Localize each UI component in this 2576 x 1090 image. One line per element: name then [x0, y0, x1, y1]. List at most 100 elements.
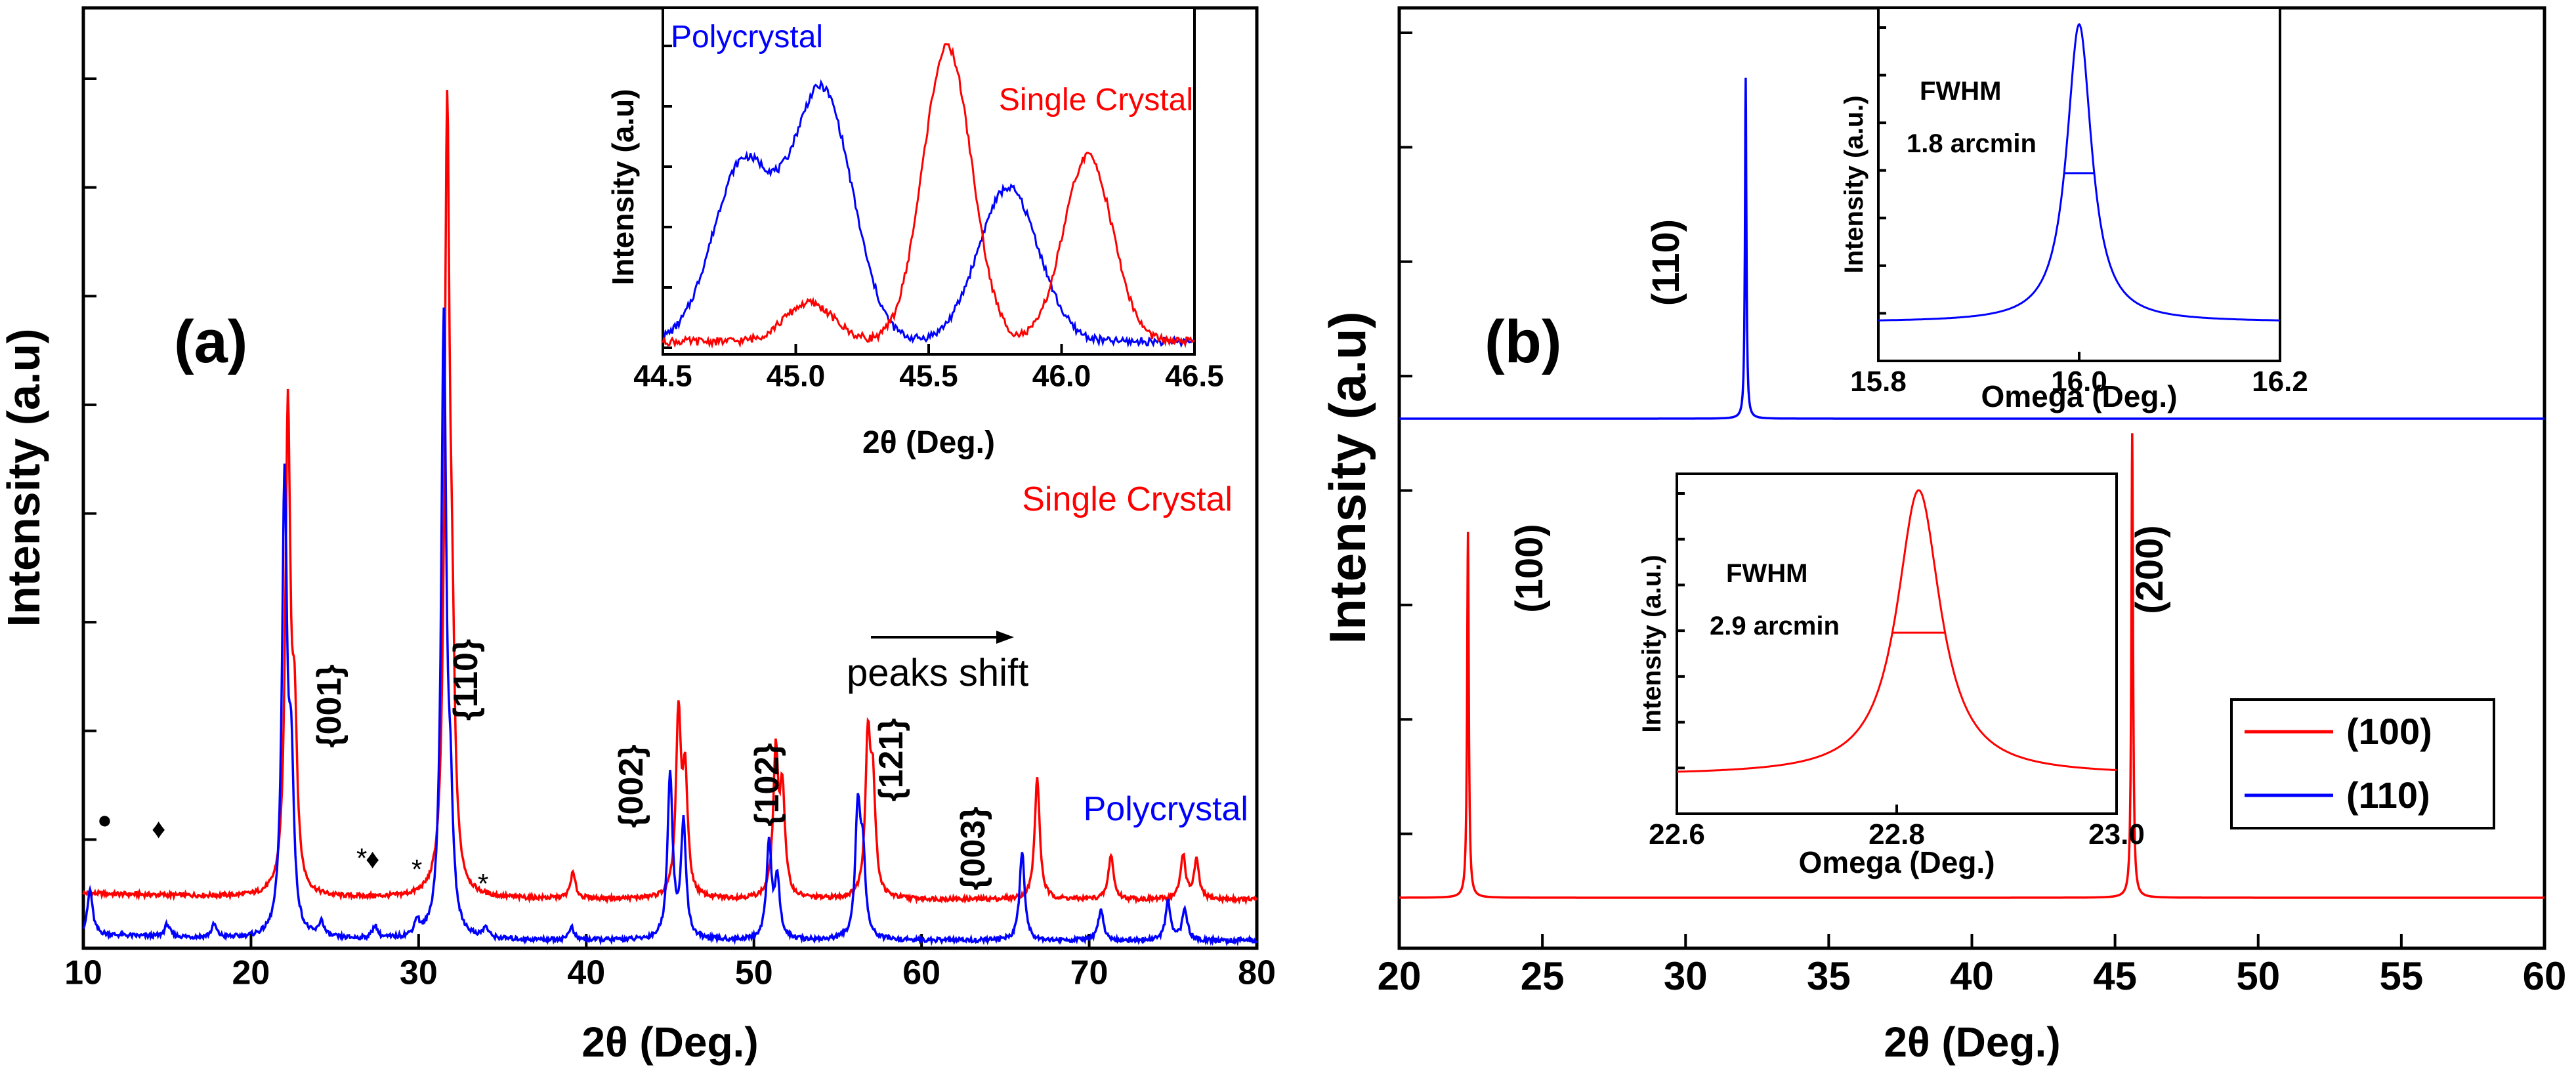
- x-tick-label: 22.6: [1649, 818, 1705, 850]
- x-tick-label: 20: [1378, 954, 1422, 998]
- panel-a-label: (a): [174, 308, 247, 375]
- legend-box: [2230, 698, 2495, 829]
- panel-b-curves: [1399, 77, 2544, 899]
- x-tick-label: 15.8: [1850, 366, 1907, 398]
- panel-a-y-axis-title: Intensity (a.u): [0, 328, 49, 627]
- x-tick-label: 50: [735, 954, 773, 992]
- inset-a-x-ticks: 44.5 45.0 45.5 46.0 46.5: [633, 344, 1224, 392]
- x-tick-label: 35: [1807, 954, 1851, 998]
- peaks-shift-arrowhead: [996, 631, 1014, 644]
- inset-b2-fwhm-value: 2.9 arcmin: [1710, 612, 1840, 640]
- legend-label-single-crystal: Single Crystal: [1022, 480, 1233, 518]
- panel-a-y-ticks: [83, 77, 96, 950]
- x-tick-label: 45.0: [767, 358, 826, 392]
- peak-label-110: (110): [1645, 219, 1687, 306]
- series-line-110: [1399, 77, 2544, 420]
- impurity-marker-circle: ●: [97, 807, 112, 834]
- inset-b1-fwhm-value: 1.8 arcmin: [1907, 129, 2037, 158]
- plane-label-003: {003}: [954, 807, 992, 890]
- panel-a-curves: [82, 90, 1258, 947]
- rocking-curve-b1: [1878, 22, 2280, 322]
- inset-b1-x-ticks: 15.8 16.0 16.2: [1850, 352, 2308, 398]
- impurity-marker-diamond: ♦: [152, 813, 165, 844]
- plane-label-002: {002}: [612, 744, 650, 828]
- x-tick-label: 50: [2236, 954, 2280, 998]
- inset-b2-fwhm-label: FWHM: [1726, 559, 1807, 588]
- peak-label-100: (100): [1508, 524, 1551, 612]
- rocking-curve-b2: [1677, 489, 2117, 773]
- panel-a-inset: 44.5 45.0 45.5 46.0 46.5 2θ (Deg.) Intensity…: [606, 7, 1224, 460]
- x-tick-label: 45.5: [899, 358, 958, 392]
- legend-label-polycrystal: Polycrystal: [1084, 790, 1248, 828]
- inset-series-line-polycrystal: [662, 79, 1195, 348]
- series-line-100: [1399, 433, 2544, 899]
- panel-a-x-ticks: 10 20 30 40 50 60 70 80: [64, 934, 1276, 992]
- panel-b-legend: (100) (110): [2230, 698, 2495, 829]
- inset-a-label-single-crystal: Single Crystal: [999, 83, 1193, 117]
- x-tick-label: 46.0: [1032, 358, 1091, 392]
- panel-b-y-axis-title: Intensity (a.u): [1319, 311, 1376, 644]
- inset-a-frame: [662, 7, 1196, 356]
- panel-a: 10 20 30 40 50 60 70 80 (a) 2θ (Deg.) Intensity…: [0, 6, 1276, 1066]
- impurity-marker-star: *: [356, 843, 367, 873]
- inset-b2-y-ticks: [1677, 492, 1685, 815]
- x-tick-label: 70: [1070, 954, 1109, 992]
- inset-b2-frame: [1676, 472, 2118, 815]
- x-tick-label: 10: [64, 954, 102, 992]
- panel-b-inset-110: 15.8 16.0 16.2 Omega (Deg.) Intensity (a.u…: [1840, 7, 2308, 413]
- inset-a-label-polycrystal: Polycrystal: [671, 20, 823, 54]
- impurity-marker-star: *: [478, 868, 488, 899]
- series-line-polycrystal: [82, 307, 1258, 947]
- x-tick-label: 30: [1664, 954, 1708, 998]
- x-tick-label: 55: [2380, 954, 2424, 998]
- inset-b1-curves: [1878, 22, 2280, 322]
- x-tick-label: 46.5: [1165, 358, 1224, 392]
- x-tick-label: 16.2: [2252, 366, 2308, 398]
- plane-label-110: {110}: [447, 639, 485, 721]
- x-tick-label: 44.5: [633, 358, 692, 392]
- x-tick-label: 45: [2093, 954, 2137, 998]
- inset-a-x-axis-title: 2θ (Deg.): [862, 425, 995, 460]
- inset-b2-x-axis-title: Omega (Deg.): [1798, 845, 1995, 879]
- panel-b-y-ticks: [1399, 31, 1412, 950]
- x-tick-label: 30: [400, 954, 438, 992]
- panel-b: 20 25 30 35 40 45 50 55 60 (b) 2θ (Deg.) Intensi…: [1319, 6, 2567, 1066]
- x-tick-label: 40: [567, 954, 605, 992]
- x-tick-label: 40: [1950, 954, 1994, 998]
- panel-b-label: (b): [1485, 308, 1561, 375]
- peak-label-200: (200): [2128, 525, 2171, 614]
- plane-label-102: {102}: [748, 743, 786, 826]
- inset-b1-y-ticks: [1878, 26, 1886, 362]
- inset-b2-y-axis-title: Intensity (a.u.): [1637, 555, 1666, 732]
- plane-label-121: {121}: [872, 718, 910, 801]
- inset-b1-fwhm-label: FWHM: [1920, 77, 2001, 106]
- x-tick-label: 16.0: [2051, 366, 2107, 398]
- x-tick-label: 80: [1238, 954, 1276, 992]
- inset-b1-y-axis-title: Intensity (a.u.): [1840, 95, 1869, 273]
- inset-a-curves: [662, 43, 1195, 349]
- inset-b2-x-ticks: 22.6 22.8 23.0: [1649, 805, 2145, 850]
- x-tick-label: 60: [902, 954, 940, 992]
- panel-b-inset-100: 22.6 22.8 23.0 Omega (Deg.) Intensity (a.u…: [1637, 472, 2145, 879]
- inset-series-line-single-crystal: [662, 43, 1195, 349]
- legend-label-110: (110): [2346, 774, 2430, 816]
- x-tick-label: 25: [1521, 954, 1565, 998]
- inset-b2-curves: [1677, 489, 2117, 773]
- legend-label-100: (100): [2346, 711, 2432, 752]
- impurity-marker-diamond: ♦: [366, 843, 379, 874]
- panel-b-x-ticks: 20 25 30 35 40 45 50 55 60: [1378, 934, 2567, 998]
- panel-a-x-axis-title: 2θ (Deg.): [581, 1018, 758, 1066]
- x-tick-label: 22.8: [1869, 818, 1925, 850]
- panel-b-x-axis-title: 2θ (Deg.): [1884, 1018, 2060, 1066]
- x-tick-label: 60: [2523, 954, 2567, 998]
- peaks-shift-label: peaks shift: [847, 652, 1028, 694]
- x-tick-label: 23.0: [2088, 818, 2145, 850]
- x-tick-label: 20: [232, 954, 270, 992]
- inset-a-y-axis-title: Intensity (a.u): [606, 89, 640, 285]
- plane-label-001: {001}: [310, 664, 348, 747]
- impurity-marker-star: *: [412, 854, 422, 885]
- inset-b1-frame: [1877, 7, 2281, 362]
- inset-b1-x-axis-title: Omega (Deg.): [1981, 379, 2177, 413]
- inset-a-y-ticks: [663, 45, 672, 349]
